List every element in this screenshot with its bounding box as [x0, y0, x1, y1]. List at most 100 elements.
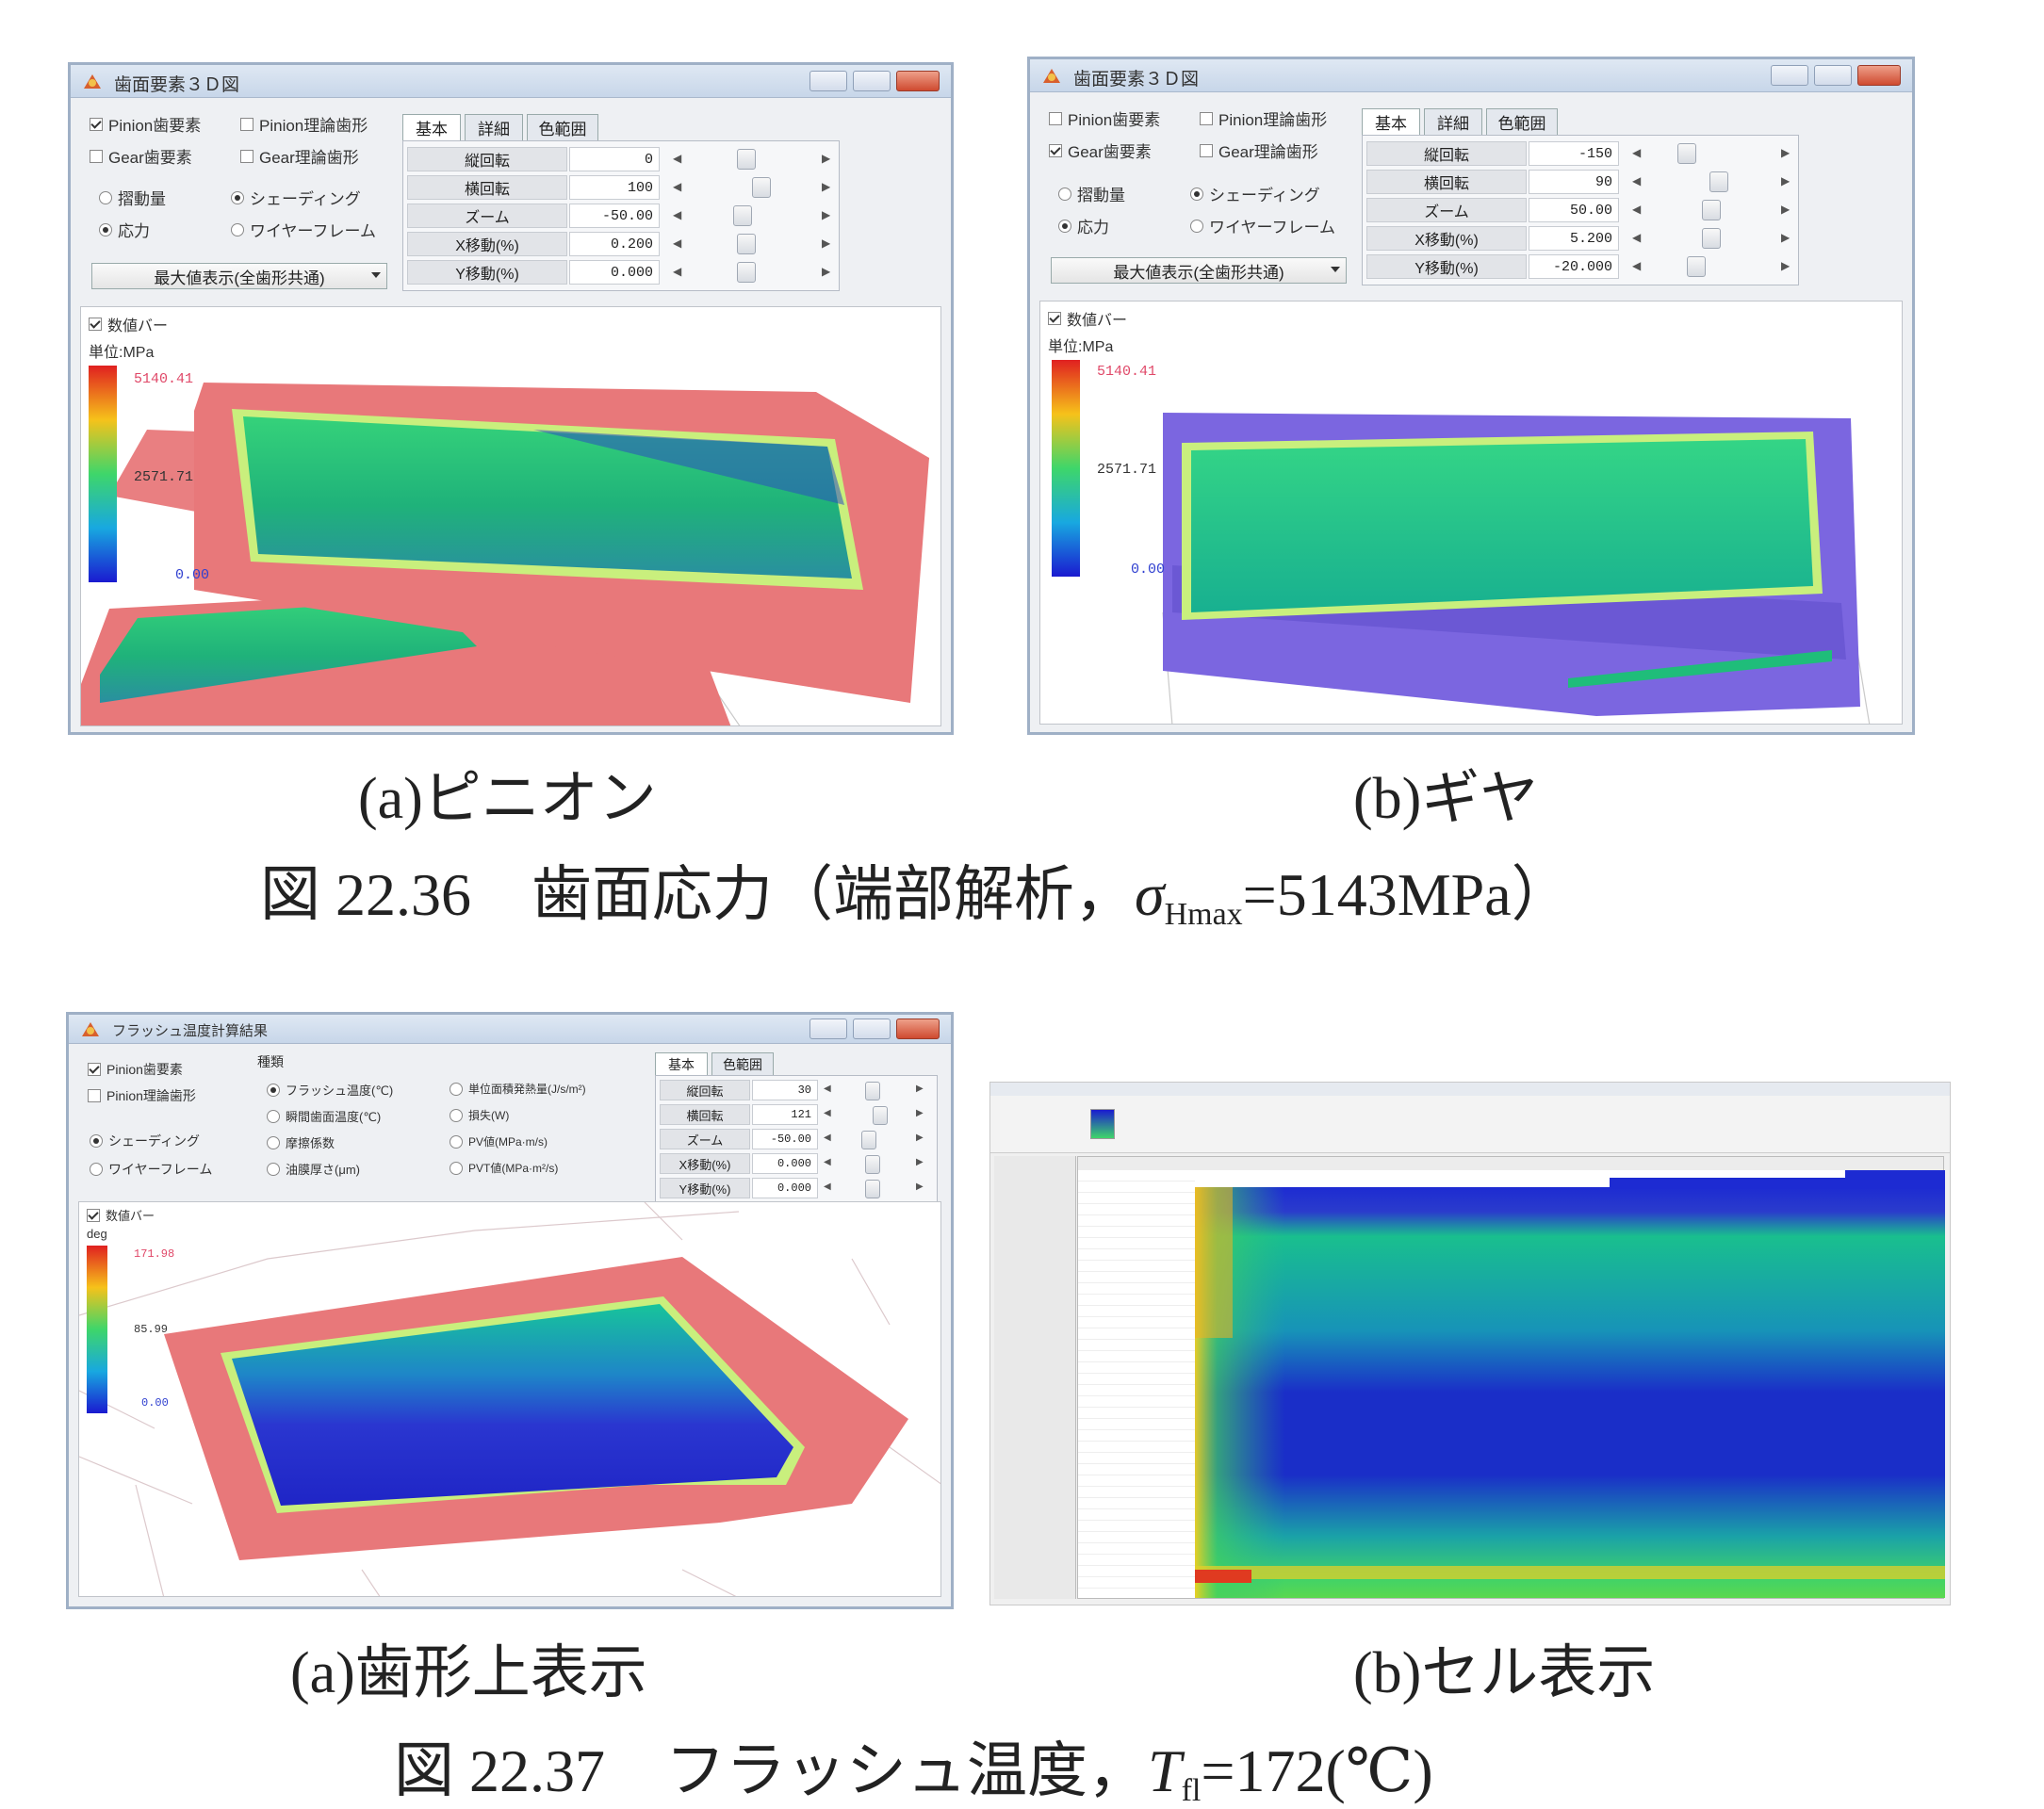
- max-value-dropdown[interactable]: 最大値表示(全歯形共通): [1051, 257, 1347, 284]
- tab-basic[interactable]: 基本: [1362, 108, 1420, 135]
- maximize-button[interactable]: [1814, 65, 1852, 86]
- radio-wireframe[interactable]: ワイヤーフレーム: [90, 1160, 212, 1179]
- radio-pvt[interactable]: PVT値(MPa·m²/s): [450, 1160, 558, 1176]
- param-value[interactable]: 0.000: [752, 1153, 818, 1174]
- tab-color-range[interactable]: 色範囲: [1486, 108, 1558, 135]
- left-arrow-icon[interactable]: ◀: [1632, 259, 1642, 272]
- checkbox-value-bar[interactable]: 数値バー: [89, 313, 168, 335]
- slider-thumb[interactable]: [752, 177, 771, 198]
- title-bar[interactable]: フラッシュ温度計算結果: [69, 1015, 951, 1044]
- menu-bar[interactable]: [990, 1083, 1950, 1097]
- left-arrow-icon[interactable]: ◀: [824, 1084, 831, 1094]
- radio-pv[interactable]: PV値(MPa·m/s): [450, 1133, 548, 1149]
- param-value[interactable]: 0.000: [569, 260, 660, 285]
- slider-thumb[interactable]: [865, 1155, 880, 1174]
- title-bar[interactable]: 歯面要素３Ｄ図: [1030, 59, 1912, 92]
- param-value[interactable]: 30: [752, 1080, 818, 1100]
- right-arrow-icon[interactable]: ▶: [822, 265, 831, 278]
- max-value-dropdown[interactable]: 最大値表示(全歯形共通): [91, 263, 387, 289]
- radio-shading[interactable]: シェーディング: [231, 186, 361, 209]
- right-arrow-icon[interactable]: ▶: [1781, 146, 1791, 159]
- param-value[interactable]: 50.00: [1529, 198, 1619, 222]
- close-button[interactable]: [1857, 65, 1901, 86]
- param-value[interactable]: 0.000: [752, 1178, 818, 1198]
- radio-stress[interactable]: 応力: [99, 218, 150, 241]
- param-value[interactable]: 0.200: [569, 232, 660, 256]
- tab-basic[interactable]: 基本: [402, 114, 461, 140]
- right-arrow-icon[interactable]: ▶: [822, 180, 831, 193]
- close-button[interactable]: [896, 1019, 940, 1039]
- radio-flash-temp[interactable]: フラッシュ温度(℃): [267, 1081, 393, 1099]
- left-arrow-icon[interactable]: ◀: [673, 236, 682, 250]
- param-value[interactable]: 100: [569, 175, 660, 200]
- left-arrow-icon[interactable]: ◀: [1632, 231, 1642, 244]
- slider-thumb[interactable]: [865, 1180, 880, 1198]
- minimize-button[interactable]: [1771, 65, 1808, 86]
- right-arrow-icon[interactable]: ▶: [822, 236, 831, 250]
- right-arrow-icon[interactable]: ▶: [1781, 259, 1791, 272]
- param-value[interactable]: -50.00: [752, 1129, 818, 1149]
- param-value[interactable]: 5.200: [1529, 226, 1619, 251]
- radio-stress[interactable]: 応力: [1058, 214, 1109, 237]
- slider-thumb[interactable]: [1702, 228, 1721, 249]
- checkbox-pinion-theory[interactable]: Pinion理論歯形: [88, 1086, 196, 1105]
- radio-film-thickness[interactable]: 油膜厚さ(μm): [267, 1160, 360, 1178]
- radio-sliding[interactable]: 摺動量: [1058, 182, 1125, 205]
- radio-wireframe[interactable]: ワイヤーフレーム: [231, 218, 376, 241]
- checkbox-gear-element[interactable]: Gear歯要素: [1049, 139, 1152, 162]
- radio-loss[interactable]: 損失(W): [450, 1107, 509, 1123]
- param-value[interactable]: 121: [752, 1104, 818, 1125]
- side-panel[interactable]: [994, 1156, 1076, 1599]
- left-arrow-icon[interactable]: ◀: [1632, 174, 1642, 187]
- minimize-button[interactable]: [809, 71, 847, 91]
- checkbox-gear-element[interactable]: Gear歯要素: [90, 144, 192, 168]
- param-value[interactable]: 0: [569, 147, 660, 171]
- radio-shading[interactable]: シェーディング: [1190, 182, 1320, 205]
- checkbox-pinion-element[interactable]: Pinion歯要素: [1049, 106, 1160, 130]
- slider-thumb[interactable]: [861, 1131, 876, 1149]
- right-arrow-icon[interactable]: ▶: [1781, 203, 1791, 216]
- checkbox-pinion-element[interactable]: Pinion歯要素: [88, 1060, 183, 1079]
- left-arrow-icon[interactable]: ◀: [673, 152, 682, 165]
- slider-thumb[interactable]: [865, 1082, 880, 1100]
- right-arrow-icon[interactable]: ▶: [916, 1157, 924, 1167]
- checkbox-gear-theory[interactable]: Gear理論歯形: [1200, 139, 1318, 162]
- tab-basic[interactable]: 基本: [655, 1052, 708, 1075]
- left-arrow-icon[interactable]: ◀: [1632, 146, 1642, 159]
- title-bar[interactable]: 歯面要素３Ｄ図: [71, 65, 951, 98]
- right-arrow-icon[interactable]: ▶: [822, 152, 831, 165]
- right-arrow-icon[interactable]: ▶: [1781, 174, 1791, 187]
- left-arrow-icon[interactable]: ◀: [824, 1133, 831, 1143]
- right-arrow-icon[interactable]: ▶: [1781, 231, 1791, 244]
- param-value[interactable]: -50.00: [569, 204, 660, 228]
- tab-color-range[interactable]: 色範囲: [527, 114, 598, 140]
- slider-thumb[interactable]: [1677, 143, 1696, 164]
- slider-thumb[interactable]: [733, 205, 752, 226]
- radio-friction[interactable]: 摩擦係数: [267, 1133, 335, 1151]
- tab-detail[interactable]: 詳細: [465, 114, 523, 140]
- radio-shading[interactable]: シェーディング: [90, 1132, 200, 1150]
- tab-detail[interactable]: 詳細: [1424, 108, 1482, 135]
- checkbox-gear-theory[interactable]: Gear理論歯形: [240, 144, 359, 168]
- checkbox-pinion-element[interactable]: Pinion歯要素: [90, 112, 201, 136]
- checkbox-pinion-theory[interactable]: Pinion理論歯形: [1200, 106, 1327, 130]
- minimize-button[interactable]: [809, 1019, 847, 1039]
- radio-surface-temp[interactable]: 瞬間歯面温度(℃): [267, 1107, 381, 1125]
- 3d-viewport[interactable]: 数値バー 単位:MPa 5140.41 2571.71 0.00: [1039, 301, 1903, 725]
- checkbox-value-bar[interactable]: 数値バー: [1048, 307, 1127, 330]
- param-value[interactable]: -150: [1529, 141, 1619, 166]
- maximize-button[interactable]: [853, 1019, 891, 1039]
- left-arrow-icon[interactable]: ◀: [673, 265, 682, 278]
- 3d-viewport[interactable]: 数値バー deg 171.98 85.99 0.00: [78, 1201, 941, 1597]
- left-arrow-icon[interactable]: ◀: [673, 180, 682, 193]
- right-arrow-icon[interactable]: ▶: [916, 1182, 924, 1192]
- close-button[interactable]: [896, 71, 940, 91]
- left-arrow-icon[interactable]: ◀: [824, 1108, 831, 1118]
- checkbox-value-bar[interactable]: 数値バー: [87, 1206, 155, 1224]
- tab-color-range[interactable]: 色範囲: [711, 1052, 774, 1075]
- param-value[interactable]: -20.000: [1529, 254, 1619, 279]
- slider-thumb[interactable]: [737, 234, 756, 254]
- slider-thumb[interactable]: [1709, 171, 1728, 192]
- radio-wireframe[interactable]: ワイヤーフレーム: [1190, 214, 1335, 237]
- checkbox-pinion-theory[interactable]: Pinion理論歯形: [240, 112, 368, 136]
